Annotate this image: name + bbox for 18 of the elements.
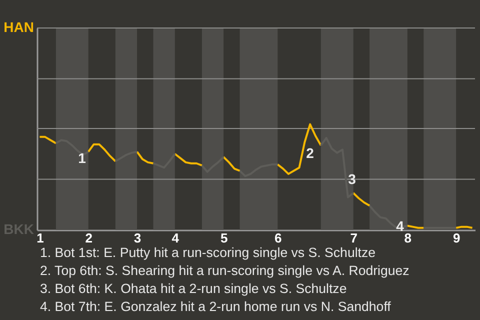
x-tick-label: 5 [220,230,228,246]
x-tick-label: 1 [36,230,44,246]
x-tick-label: 9 [452,230,460,246]
x-tick-label: 6 [274,230,282,246]
text: HAN [4,19,34,35]
annotation: 2 [306,145,314,161]
text: 1. Bot 1st: E. Putty hit a run-scoring single vs S. Schultze [40,245,376,260]
text: 3. Bot 6th: K. Ohata hit a 2-run single vs S. Schultze [40,281,347,296]
x-tick-label: 7 [350,230,358,246]
x-tick-label: 3 [134,230,142,246]
annotation: 3 [348,171,356,187]
x-tick-label: 4 [172,230,180,246]
x-tick-label: 8 [404,230,412,246]
x-tick-label: 2 [85,230,92,246]
annotation: 4 [396,218,404,234]
text: 4. Bot 7th: E. Gonzalez hit a 2-run home run vs N. Sandhoff [40,299,392,314]
annotation: 1 [78,150,86,166]
text: 2. Top 6th: S. Shearing hit a run-scoring single vs A. Rodriguez [40,263,410,278]
